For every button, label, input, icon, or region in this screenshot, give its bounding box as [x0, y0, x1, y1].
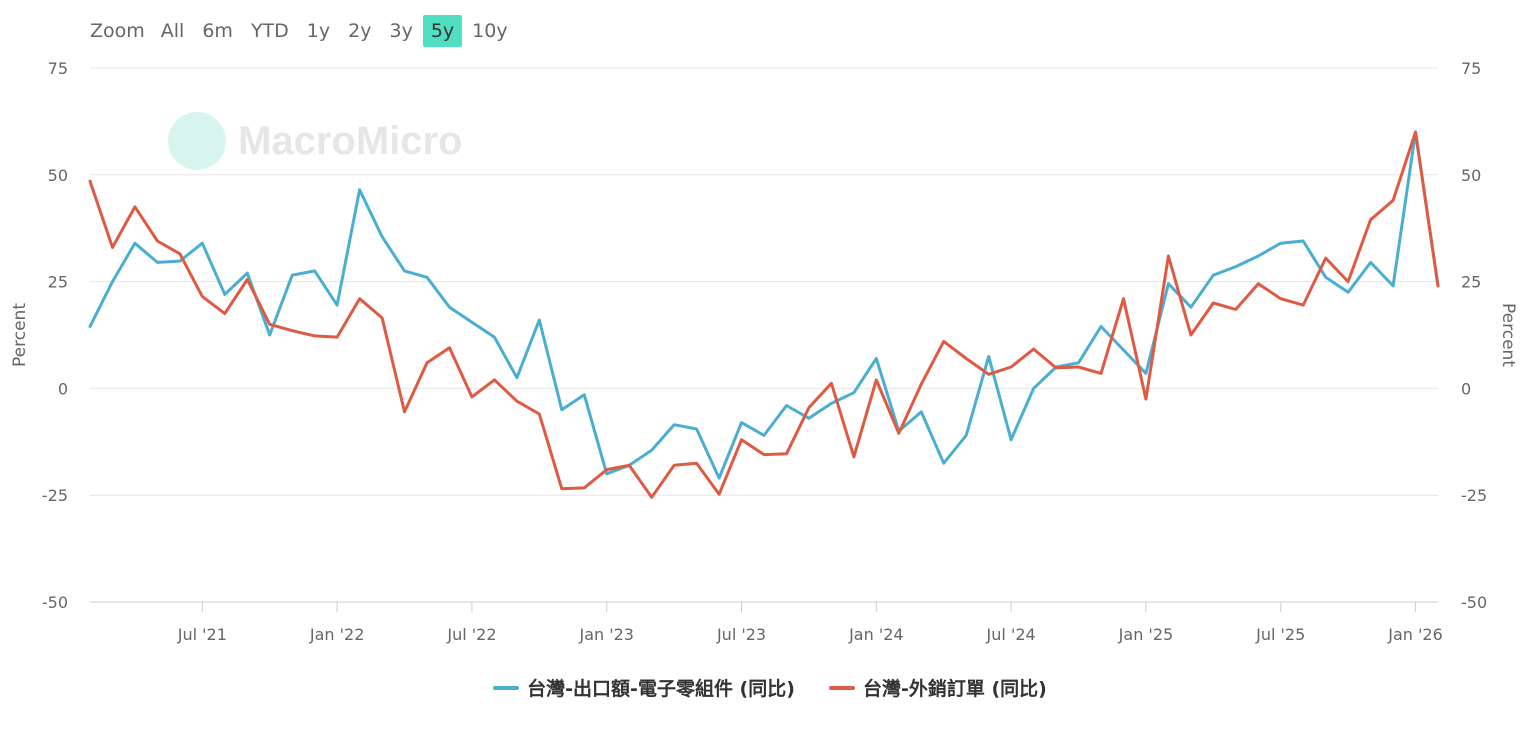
zoom-button-5y[interactable]: 5y	[422, 15, 463, 47]
x-tick-label: Jul '22	[446, 625, 496, 644]
x-tick-label: Jul '23	[716, 625, 766, 644]
watermark-text: MacroMicro	[238, 118, 463, 163]
y-tick-label-right: 25	[1461, 273, 1481, 292]
x-tick-label: Jan '23	[578, 625, 634, 644]
x-tick-label: Jan '22	[309, 625, 365, 644]
legend-item-electronic-exports[interactable]: 台灣-出口額-電子零組件 (同比)	[493, 674, 795, 701]
legend-label-export-orders: 台灣-外銷訂單 (同比)	[862, 678, 1047, 700]
y-tick-label-left: 50	[48, 166, 68, 185]
legend-swatch-export-orders	[828, 685, 855, 690]
zoom-button-6m[interactable]: 6m	[202, 20, 233, 42]
zoom-bar: Zoom All 6m YTD 1y 2y 3y 5y 10y	[82, 14, 518, 48]
zoom-label: Zoom	[90, 20, 145, 42]
y-axis-right-title: Percent	[1498, 303, 1518, 367]
y-tick-label-left: 25	[48, 273, 68, 292]
y-axis-left-title: Percent	[10, 303, 30, 367]
x-tick-label: Jan '26	[1387, 625, 1443, 644]
watermark: MacroMicro	[168, 112, 463, 170]
zoom-button-3y[interactable]: 3y	[389, 20, 413, 42]
y-tick-label-left: 0	[58, 379, 68, 398]
zoom-button-ytd[interactable]: YTD	[250, 20, 289, 42]
zoom-button-10y[interactable]: 10y	[472, 20, 508, 42]
x-tick-label: Jan '24	[848, 625, 904, 644]
zoom-button-1y[interactable]: 1y	[306, 20, 331, 42]
y-tick-label-right: 0	[1461, 379, 1471, 398]
series-lines	[88, 130, 1440, 499]
legend-item-export-orders[interactable]: 台灣-外銷訂單 (同比)	[828, 674, 1047, 701]
zoom-button-all[interactable]: All	[160, 20, 185, 42]
y-tick-label-left: 75	[48, 59, 68, 78]
y-tick-label-right: -50	[1461, 593, 1487, 612]
y-tick-label-right: 75	[1461, 59, 1481, 78]
legend-label-electronic-exports: 台灣-出口額-電子零組件 (同比)	[527, 678, 795, 700]
legend-swatch-electronic-exports	[493, 685, 520, 690]
grid-lines	[90, 67, 1438, 603]
y-axis-right: -50 -25 0 25 50 75	[1461, 59, 1487, 612]
series-line-0[interactable]	[88, 130, 1440, 480]
zoom-button-2y[interactable]: 2y	[348, 20, 372, 42]
x-tick-label: Jul '21	[177, 625, 227, 644]
y-tick-label-left: -50	[42, 593, 68, 612]
y-axis-left: -50 -25 0 25 50 75	[42, 59, 68, 612]
x-axis: Jul '21 Jan '22 Jul '22 Jan '23 Jul '23 Jan '…	[177, 602, 1443, 644]
series-line-1[interactable]	[88, 130, 1440, 499]
x-tick-label: Jan '25	[1118, 625, 1174, 644]
y-tick-label-left: -25	[42, 486, 68, 505]
y-tick-label-right: -25	[1461, 486, 1487, 505]
y-tick-label-right: 50	[1461, 166, 1481, 185]
x-tick-label: Jul '24	[986, 625, 1036, 644]
watermark-logo-icon	[168, 112, 226, 170]
legend: 台灣-出口額-電子零組件 (同比) 台灣-外銷訂單 (同比)	[0, 674, 1540, 701]
x-tick-label: Jul '25	[1255, 625, 1305, 644]
